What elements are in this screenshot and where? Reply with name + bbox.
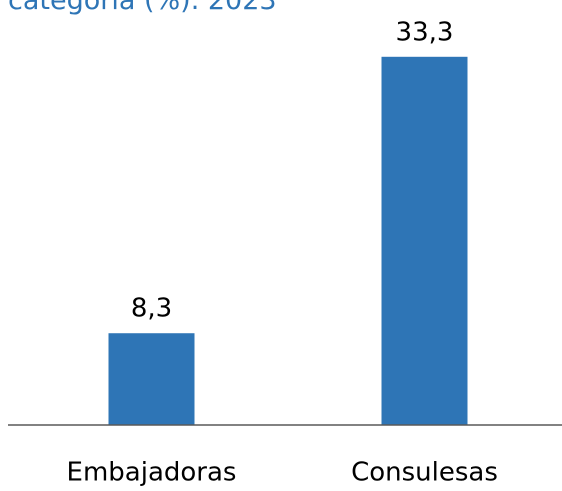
chart-title: categoría (%). 2023 bbox=[8, 0, 277, 16]
x-tick-label: Embajadoras bbox=[67, 458, 237, 488]
bar bbox=[108, 333, 195, 425]
bar bbox=[381, 56, 468, 425]
value-label: 8,3 bbox=[131, 294, 172, 324]
value-label: 33,3 bbox=[396, 17, 454, 47]
x-tick-label: Consulesas bbox=[351, 458, 498, 488]
